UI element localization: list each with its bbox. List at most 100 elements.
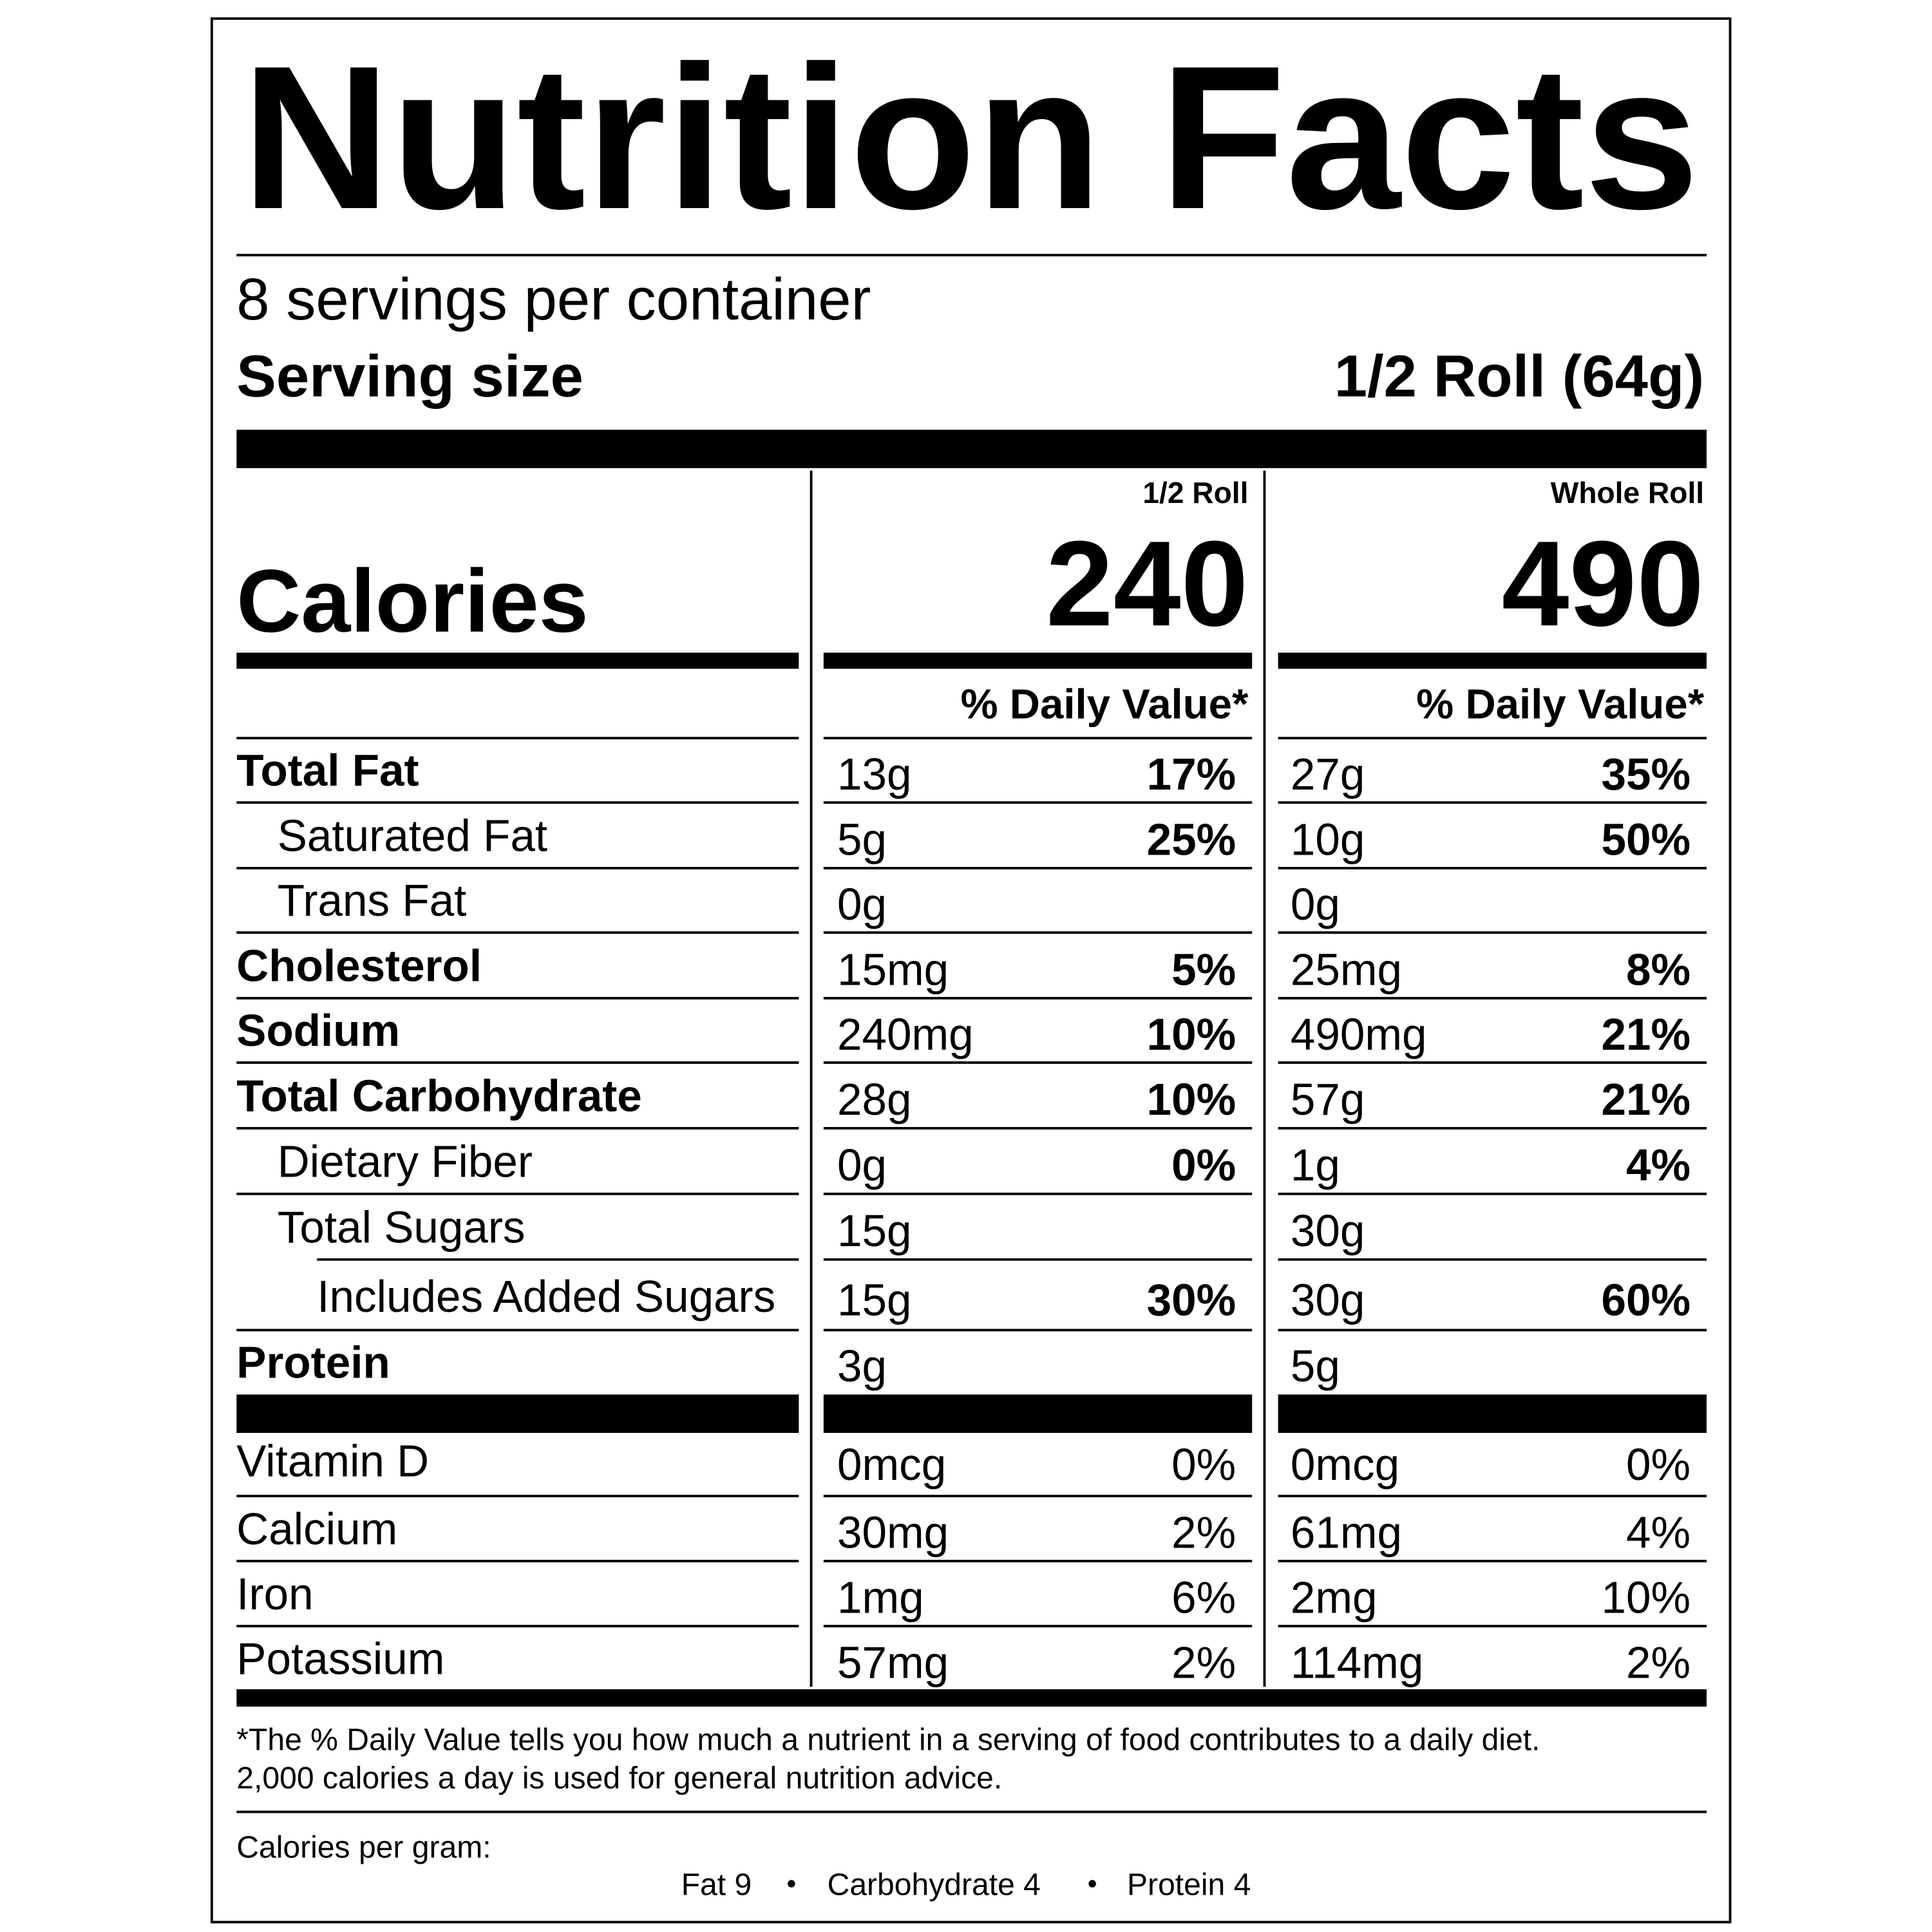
rule: [236, 1329, 799, 1332]
rule: [236, 1192, 799, 1195]
calories-per-gram-label: Calories per gram:: [236, 1830, 491, 1865]
amount: 1g: [1291, 1140, 1340, 1190]
bullet: [1088, 1880, 1096, 1888]
rule: [823, 1127, 1253, 1130]
amount: 5g: [837, 814, 887, 864]
rule: [236, 1127, 799, 1130]
amount: 27g: [1291, 749, 1365, 799]
daily-value: 25%: [1147, 814, 1236, 864]
daily-value: 2%: [1171, 1637, 1236, 1687]
daily-value: 4%: [1626, 1140, 1690, 1190]
amount: 114mg: [1291, 1637, 1424, 1687]
nutrient-name: Cholesterol: [236, 941, 482, 991]
amount: 0g: [1291, 879, 1340, 929]
rule: [236, 801, 799, 804]
rule: [823, 1625, 1253, 1627]
nutrient-name: Total Fat: [236, 745, 419, 795]
daily-value: 2%: [1626, 1637, 1690, 1687]
medium-bar: [823, 652, 1253, 669]
amount: 57g: [1291, 1074, 1365, 1124]
amount: 0mcg: [837, 1439, 946, 1490]
servings: 8 servings per container: [236, 265, 871, 332]
rule: [1278, 1560, 1707, 1562]
amount: 2mg: [1291, 1573, 1378, 1623]
footnote-line: 2,000 calories a day is used for general…: [236, 1761, 1002, 1795]
rule: [1278, 1061, 1707, 1064]
column-divider: [1263, 470, 1266, 1687]
calories-per-gram-item: Carbohydrate 4: [828, 1867, 1041, 1902]
rule: [1278, 931, 1707, 934]
amount: 490mg: [1291, 1009, 1427, 1059]
rule: [236, 1625, 799, 1627]
thick-bar: [823, 1394, 1253, 1433]
amount: 30g: [1291, 1206, 1365, 1256]
daily-value: 4%: [1626, 1508, 1690, 1558]
daily-value: 10%: [1601, 1573, 1690, 1623]
calories-per-gram-item: Protein 4: [1127, 1867, 1251, 1902]
rule: [823, 931, 1253, 934]
rule: [823, 1495, 1253, 1497]
calories-label: Calories: [236, 552, 588, 651]
rule: [236, 867, 799, 869]
rule: [236, 1495, 799, 1497]
daily-value: 17%: [1147, 749, 1236, 799]
footnote-line: *The % Daily Value tells you how much a …: [236, 1722, 1540, 1757]
daily-value: 21%: [1601, 1074, 1690, 1124]
daily-value: 35%: [1601, 749, 1690, 799]
rule: [1278, 737, 1707, 740]
rule: [823, 1329, 1253, 1332]
rule: [823, 801, 1253, 804]
column-header: 1/2 Roll: [1142, 476, 1248, 509]
amount: 1mg: [837, 1573, 924, 1623]
rule: [823, 867, 1253, 869]
amount: 13g: [837, 749, 912, 799]
nutrient-name: Dietary Fiber: [278, 1136, 533, 1186]
thick-bar: [236, 1394, 799, 1433]
rule: [236, 1560, 799, 1562]
nutrient-name: Total Carbohydrate: [236, 1070, 641, 1121]
medium-bar: [236, 1689, 1707, 1707]
nutrient-name: Iron: [236, 1569, 313, 1619]
calories-value: 240: [1046, 515, 1248, 651]
bullet: [788, 1880, 795, 1888]
rule: [1278, 1192, 1707, 1195]
amount: 30mg: [837, 1508, 949, 1558]
amount: 25mg: [1291, 944, 1402, 994]
rule: [236, 254, 1707, 257]
rule: [823, 1560, 1253, 1562]
nutrient-name: Trans Fat: [278, 875, 467, 925]
nutrient-name: Vitamin D: [236, 1435, 429, 1486]
rule: [1278, 1258, 1707, 1261]
amount: 0g: [837, 879, 887, 929]
amount: 15g: [837, 1206, 912, 1256]
rule: [1278, 867, 1707, 869]
daily-value: 10%: [1147, 1074, 1236, 1124]
label-border: [210, 17, 1732, 1924]
medium-bar: [1278, 652, 1707, 669]
amount: 15g: [837, 1275, 912, 1325]
rule: [317, 1258, 799, 1261]
rule: [823, 1258, 1253, 1261]
daily-value: 8%: [1626, 944, 1690, 994]
rule: [823, 1061, 1253, 1064]
rule: [1278, 801, 1707, 804]
daily-value: 60%: [1601, 1275, 1690, 1325]
nutrient-name: Potassium: [236, 1634, 444, 1684]
rule: [823, 737, 1253, 740]
rule: [1278, 1495, 1707, 1497]
daily-value: 10%: [1147, 1009, 1236, 1059]
thick-bar: [236, 430, 1707, 468]
thick-bar: [1278, 1394, 1707, 1433]
calories-value: 490: [1502, 515, 1704, 651]
amount: 10g: [1291, 814, 1365, 864]
calories-per-gram-item: Fat 9: [681, 1867, 752, 1902]
amount: 5g: [1291, 1341, 1340, 1391]
rule: [236, 997, 799, 999]
amount: 3g: [837, 1341, 887, 1391]
rule: [823, 997, 1253, 999]
nutrient-name: Total Sugars: [278, 1202, 526, 1252]
nutrient-name: Protein: [236, 1337, 390, 1387]
daily-value: 21%: [1601, 1009, 1690, 1059]
title: Nutrition Facts: [242, 24, 1699, 252]
